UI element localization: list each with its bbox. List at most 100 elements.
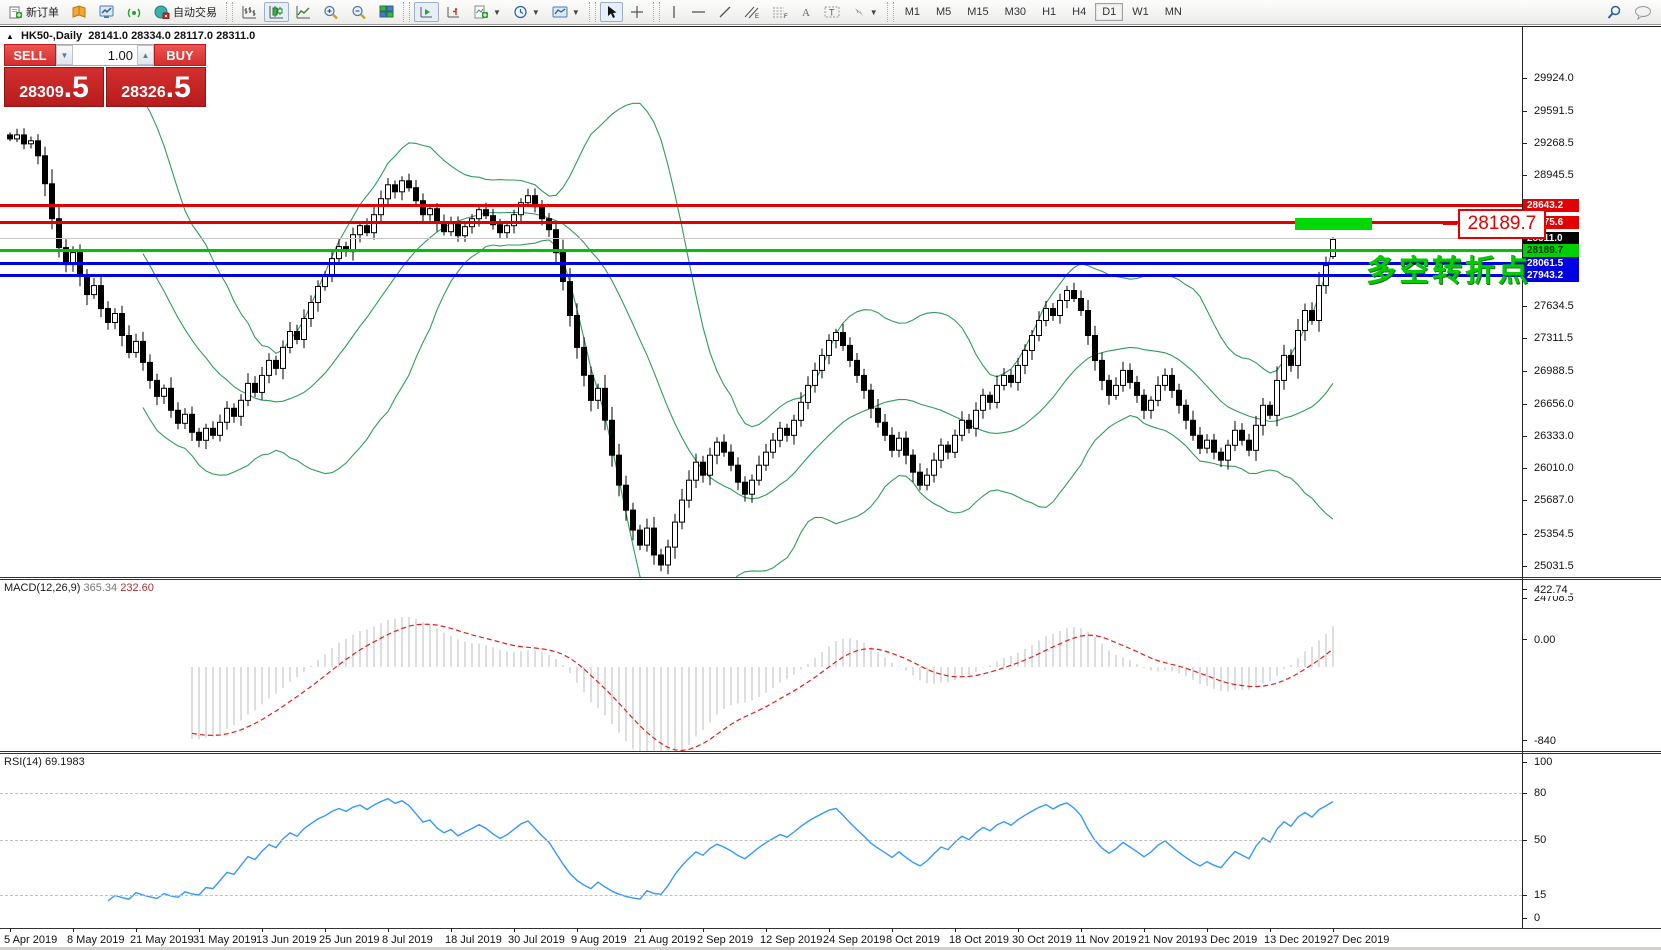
rsi-axis-tick (1522, 918, 1527, 919)
macd-axis-label: 422.74 (1532, 584, 1570, 596)
candlestick-chart (7, 99, 1336, 578)
chinese-annotation[interactable]: 多空转折点 (1366, 255, 1531, 288)
fibonacci-icon: F (772, 5, 788, 19)
horizontal-line-button[interactable] (686, 2, 711, 22)
timeframe-h4[interactable]: H4 (1072, 6, 1087, 18)
crosshair-button[interactable] (625, 2, 649, 22)
level-line-28311[interactable] (0, 238, 1522, 239)
order-book-icon (71, 5, 87, 19)
timeframe-m30[interactable]: M30 (1004, 6, 1027, 18)
buy-price-fraction: .5 (165, 71, 191, 104)
arrows-button[interactable]: ▼ (847, 2, 883, 22)
price-axis-tick (1522, 175, 1527, 176)
date-label: 8 Oct 2019 (886, 934, 940, 946)
svg-text:F: F (784, 14, 788, 19)
buy-price[interactable]: 28326 .5 (106, 67, 206, 107)
price-axis-label: 26988.5 (1532, 365, 1576, 377)
date-axis-tick (136, 928, 137, 932)
level-line-28189.7[interactable] (0, 249, 1522, 253)
signals-button[interactable] (122, 2, 147, 22)
green-highlight-rectangle[interactable] (1295, 218, 1372, 230)
timeframe-w1[interactable]: W1 (1132, 6, 1149, 18)
timeframe-m5[interactable]: M5 (935, 6, 952, 18)
date-axis-tick (892, 928, 893, 932)
new-order-button[interactable]: 新订单 (4, 2, 64, 22)
auto-scroll-button[interactable] (414, 2, 439, 22)
pane-separator[interactable] (0, 577, 1661, 578)
level-line-28643.2[interactable] (0, 203, 1522, 207)
trendline-button[interactable] (713, 2, 737, 22)
fibonacci-button[interactable]: F (767, 2, 793, 22)
tile-windows-button[interactable] (374, 2, 399, 22)
vertical-line-button[interactable] (664, 2, 684, 22)
timeframe-m15[interactable]: M15 (967, 6, 989, 18)
market-watch-button[interactable] (94, 2, 120, 22)
periods-button[interactable]: ▼ (508, 2, 545, 22)
autotrading-button[interactable]: 自动交易 (149, 2, 222, 22)
macd-signal-value: 232.60 (120, 582, 154, 594)
price-tag-28189.7: 28189.7 (1523, 244, 1579, 257)
zoom-in-button[interactable] (318, 2, 344, 22)
price-axis-tick (1522, 500, 1527, 501)
buy-button[interactable]: BUY (154, 44, 206, 66)
timeframe-h1[interactable]: H1 (1042, 6, 1057, 18)
date-label: 21 Aug 2019 (634, 934, 696, 946)
price-axis-tick (1522, 404, 1527, 405)
toolbar-separator (588, 2, 596, 22)
indicators-button[interactable]: ▼ (468, 2, 506, 22)
volume-input[interactable]: 1.00 (107, 47, 133, 63)
price-axis-tick (1522, 111, 1527, 112)
date-axis-tick (703, 928, 704, 932)
date-label: 31 May 2019 (193, 934, 257, 946)
timeframe-d1[interactable]: D1 (1095, 3, 1124, 21)
date-label: 12 Sep 2019 (760, 934, 823, 946)
date-label: 8 Jul 2019 (382, 934, 433, 946)
candlestick-button[interactable] (264, 2, 289, 22)
price-callout-box[interactable]: 28189.7 (1458, 209, 1546, 239)
timeframe-mn[interactable]: MN (1164, 6, 1182, 18)
date-axis-tick (1144, 928, 1145, 932)
level-line-28475.6[interactable] (0, 220, 1522, 224)
rsi-axis-label: 100 (1532, 756, 1555, 768)
periods-clock-icon (513, 5, 528, 19)
sell-price[interactable]: 28309 .5 (4, 67, 104, 107)
main-chart-pane[interactable] (0, 27, 1522, 578)
macd-axis-tick (1522, 589, 1527, 590)
rsi-axis-label: 15 (1532, 889, 1549, 901)
templates-button[interactable]: ▼ (547, 2, 585, 22)
macd-pane[interactable] (0, 580, 1522, 752)
volume-decrease-button[interactable]: ▼ (56, 45, 73, 65)
bar-chart-button[interactable] (237, 2, 262, 22)
text-label-button[interactable]: T (819, 2, 845, 22)
chart-shift-button[interactable] (441, 2, 466, 22)
tile-windows-icon (379, 5, 394, 19)
channel-button[interactable]: E (739, 2, 765, 22)
price-axis-label: 26656.0 (1532, 398, 1576, 410)
date-axis-tick (577, 928, 578, 932)
rsi-pane[interactable] (0, 754, 1522, 929)
search-button[interactable] (1601, 2, 1627, 22)
date-axis-tick (325, 928, 326, 932)
level-line-27943.2[interactable] (0, 273, 1522, 277)
arrows-icon (852, 5, 866, 19)
price-tag-28061.5: 28061.5 (1523, 257, 1579, 270)
cursor-button[interactable] (599, 2, 623, 22)
zoom-out-button[interactable] (346, 2, 372, 22)
rsi-axis-label: 80 (1532, 787, 1549, 799)
date-label: 11 Nov 2019 (1075, 934, 1137, 946)
search-icon (1606, 5, 1622, 20)
volume-increase-button[interactable]: ▲ (137, 45, 154, 65)
date-label: 18 Jul 2019 (445, 934, 502, 946)
timeframe-m1[interactable]: M1 (904, 6, 920, 18)
text-button[interactable]: A (795, 2, 817, 22)
macd-axis-tick (1522, 639, 1527, 640)
chat-button[interactable] (1629, 2, 1657, 22)
level-line-28061.5[interactable] (0, 261, 1522, 265)
sell-button[interactable]: SELL (4, 44, 56, 66)
pane-separator[interactable] (0, 751, 1661, 752)
date-axis-border (0, 928, 1661, 929)
chart-shift-icon (446, 5, 461, 19)
order-book-button[interactable] (66, 2, 92, 22)
vertical-line-icon (669, 5, 679, 19)
line-chart-button[interactable] (291, 2, 316, 22)
